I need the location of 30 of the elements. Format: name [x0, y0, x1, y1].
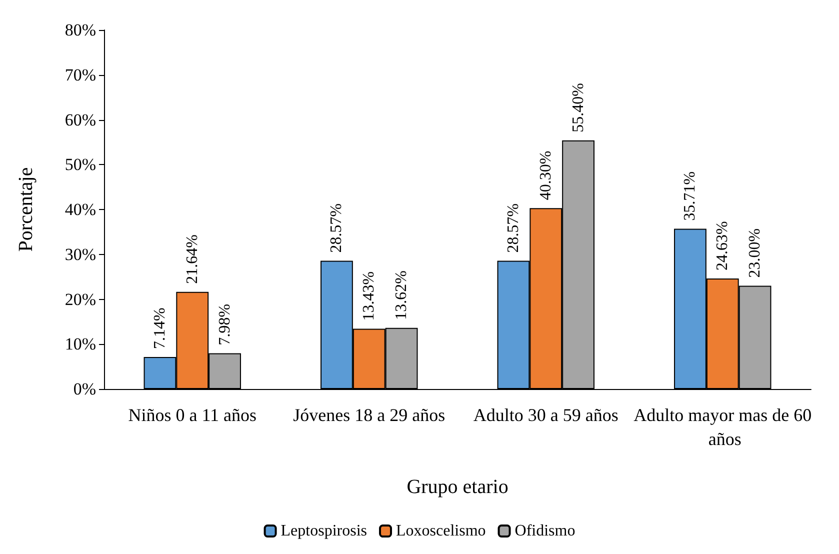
- y-tick-label: 50%: [64, 155, 96, 174]
- data-label: 28.57%: [504, 203, 522, 253]
- data-label: 7.14%: [151, 308, 168, 349]
- y-tick-label: 80%: [64, 20, 96, 40]
- data-label: 28.57%: [328, 203, 346, 253]
- y-tick-label: 40%: [64, 200, 96, 219]
- legend-label: Leptospirosis: [280, 522, 368, 540]
- y-axis-title: Porcentaje: [15, 167, 37, 252]
- data-label: 21.64%: [184, 234, 201, 284]
- y-tick-label: 30%: [64, 244, 96, 264]
- data-label: 23.00%: [746, 228, 764, 278]
- data-label: 24.63%: [714, 221, 732, 270]
- y-tick-label: 60%: [64, 110, 96, 130]
- x-tick-label: Jóvenes 18 a 29 años: [293, 405, 446, 425]
- data-label: 55.40%: [570, 83, 587, 132]
- x-tick-label: Niños 0 a 11 años: [128, 405, 257, 425]
- x-tick-label: Adulto mayor mas de 60 años: [634, 405, 812, 449]
- data-label: 7.98%: [216, 304, 234, 346]
- y-tick-label: 70%: [64, 65, 96, 84]
- x-tick-label: Adulto 30 a 59 años: [473, 405, 618, 425]
- data-label: 13.43%: [360, 271, 378, 321]
- legend-label: Loxoscelismo: [396, 522, 486, 540]
- data-label: 13.62%: [393, 270, 410, 320]
- y-tick-label: 0%: [73, 380, 96, 398]
- y-tick-label: 10%: [64, 334, 96, 354]
- data-label: 35.71%: [682, 171, 699, 221]
- y-tick-label: 20%: [64, 290, 96, 309]
- data-label: 40.30%: [537, 150, 554, 200]
- legend-label: Ofidismo: [514, 522, 576, 540]
- x-axis-title: Grupo etario: [406, 476, 508, 498]
